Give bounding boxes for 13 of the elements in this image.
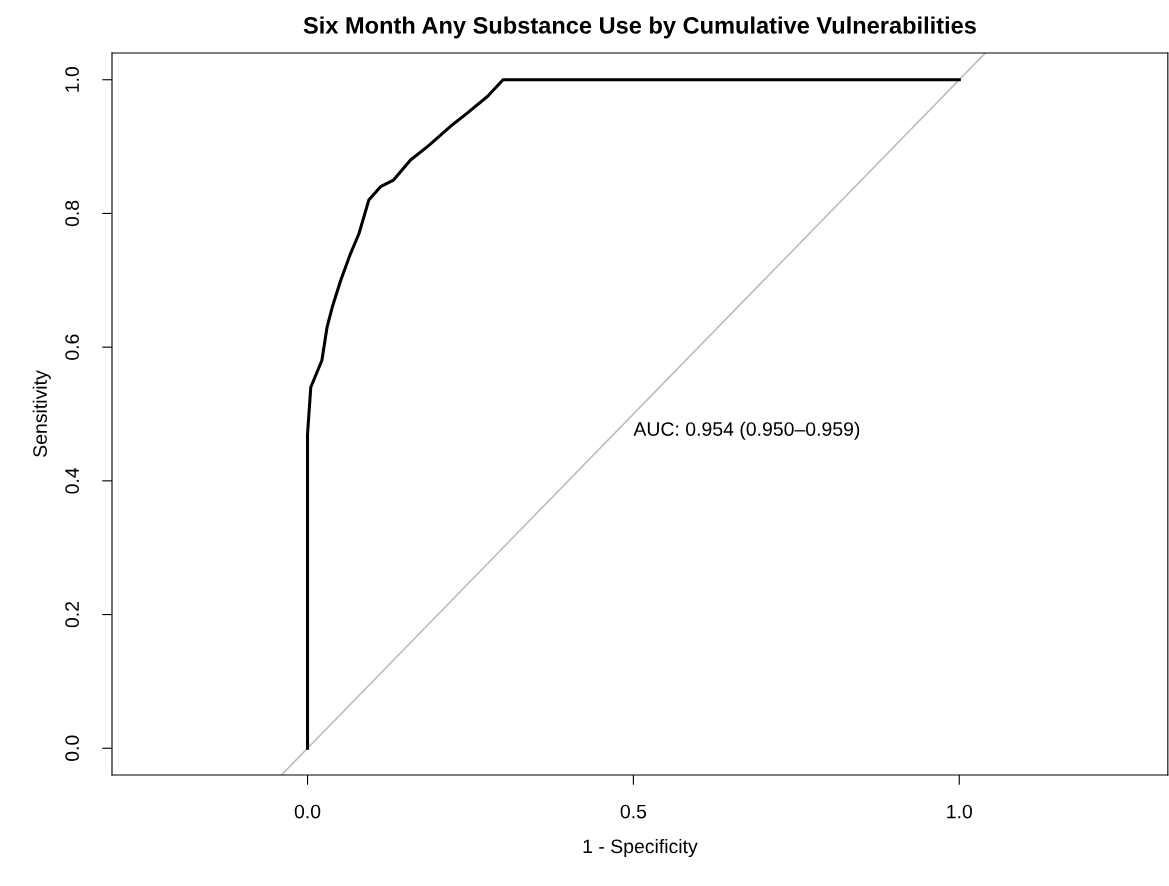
x-tick-label: 1.0 — [947, 804, 973, 819]
y-tick-label: 0.4 — [65, 467, 79, 494]
annotation: AUC: 0.954 (0.950–0.959) — [633, 421, 860, 440]
x-axis-title: 1 - Specificity — [583, 838, 698, 858]
y-tick-label: 0.8 — [65, 200, 79, 227]
x-tick-label: 0.5 — [620, 804, 647, 819]
chart-title: Six Month Any Substance Use by Cumulative Vulnerabilities — [303, 16, 976, 39]
y-tick-label: 0.2 — [65, 602, 79, 628]
y-tick-label: 0.0 — [65, 735, 79, 762]
y-tick-label: 0.6 — [65, 334, 79, 360]
y-tick-label: 1.0 — [65, 66, 79, 92]
y-axis-title: Sensitivity — [32, 370, 51, 457]
x-tick-label: 0.0 — [294, 804, 321, 819]
